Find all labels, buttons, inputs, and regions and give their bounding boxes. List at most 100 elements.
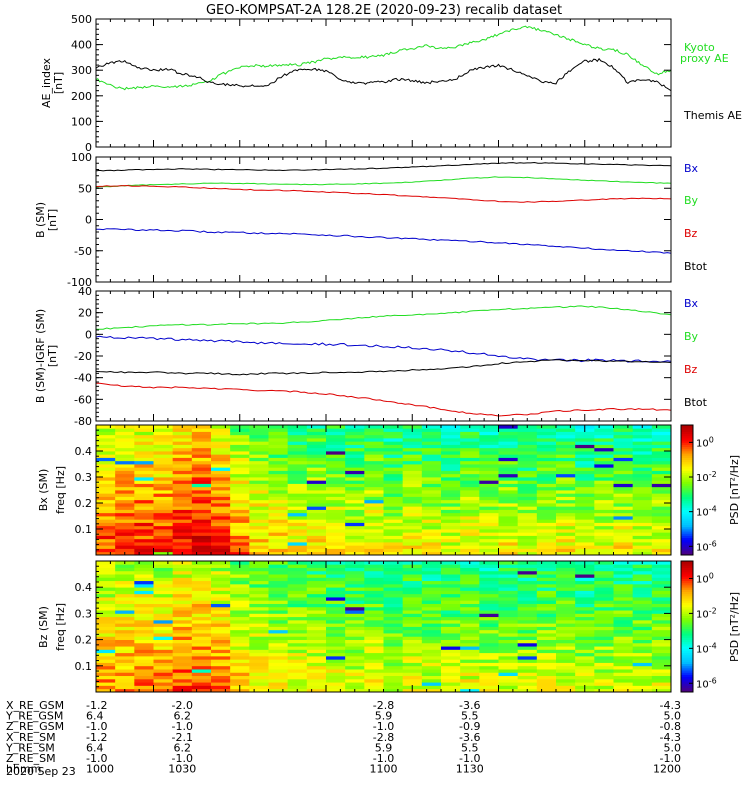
bx-spec-cell — [479, 512, 499, 517]
bx-spec-cell — [556, 509, 576, 514]
bx-spec-cell — [134, 457, 154, 462]
bx-spec-cell — [249, 519, 269, 523]
bz-spec-cell — [556, 639, 576, 644]
bx-spec-cell — [498, 529, 519, 533]
bx-spec-cell — [287, 441, 308, 445]
bx-spec-cell — [536, 486, 557, 491]
bx-spec-cell — [517, 516, 538, 520]
bx-spec-cell — [268, 441, 289, 445]
bz-spec-cell — [441, 685, 461, 690]
bz-spec-cell — [287, 600, 308, 604]
bx-spec-cell — [345, 529, 365, 533]
bz-spec-cell — [651, 688, 672, 693]
bz-spec-cell — [402, 610, 423, 614]
bz-spec-cell — [421, 583, 442, 588]
bsm-frame — [95, 156, 672, 283]
bz-spec-colorbar-step — [681, 595, 693, 599]
bz-spec-cell — [402, 665, 423, 670]
bx-spec-colorbar-step — [681, 455, 693, 458]
bz-spec-cell — [460, 570, 480, 575]
bx-spec-cell — [211, 545, 231, 549]
bz-spec-colorbar-step — [681, 659, 693, 662]
bx-spec-cell — [441, 470, 461, 475]
bz-spec-cell — [172, 593, 193, 598]
bx-spec-cell — [364, 503, 384, 507]
bx-spec-cell — [115, 483, 135, 488]
bz-spec-cell — [115, 616, 135, 621]
bx-spec-cell — [383, 480, 404, 484]
bx-spec-cell — [594, 457, 614, 462]
bz-spec-cell — [402, 646, 423, 650]
bz-spec-cell — [651, 587, 672, 591]
bx-spec-cell — [191, 522, 212, 527]
bz-spec-cell — [326, 610, 346, 614]
bx-spec-cell — [517, 473, 538, 478]
bx-spec-cell — [594, 529, 614, 533]
bz-spec-cell — [268, 606, 289, 611]
bx-spec-cell — [172, 529, 193, 533]
bz-spec-cell — [536, 600, 557, 604]
bz-spec-cell — [575, 587, 595, 591]
bx-spec-cell — [594, 425, 614, 429]
bz-spec-cell — [115, 639, 135, 644]
bz-spec-cell — [536, 652, 557, 657]
bz-spec-cell — [306, 655, 327, 660]
bz-spec-cell — [153, 570, 174, 575]
bz-spec-colorbar-step — [681, 650, 693, 654]
bz-spec-cell — [498, 636, 519, 640]
bx-spec-cell — [191, 428, 212, 432]
bz-spec-cell — [153, 593, 174, 598]
bx-spec-cell — [651, 509, 672, 514]
bx-spec-cell — [517, 444, 538, 449]
bz-spec-cell — [191, 583, 212, 588]
bx-spec-cell — [115, 444, 135, 449]
bx-spec-cell — [613, 542, 634, 546]
bx-spec-cell — [191, 454, 212, 458]
bz-spec-cell — [96, 652, 116, 657]
bz-spec-cell — [268, 662, 289, 667]
bx-spec-cell — [517, 512, 538, 517]
bx-spec-cell — [172, 503, 193, 507]
bx-spec-cell — [268, 542, 289, 546]
bsm-igrf-yunit: [nT] — [46, 345, 59, 367]
ephemeris-value: 1030 — [168, 763, 196, 776]
bz-spec-colorbar-step — [681, 643, 693, 647]
bx-spec-cell — [632, 522, 653, 527]
bz-spec-cell — [326, 597, 346, 601]
bx-spec-cell — [268, 519, 289, 523]
bx-spec-cell — [613, 444, 634, 449]
bx-spec-cell — [96, 525, 116, 530]
bx-spec-cell — [613, 473, 634, 478]
bz-spec-cell — [613, 583, 634, 588]
bz-spec-cell — [211, 623, 231, 627]
bx-spec-cell — [134, 486, 154, 491]
bz-spec-cell — [326, 616, 346, 621]
bz-spec-cell — [345, 623, 365, 627]
bx-spec-cell — [556, 460, 576, 465]
bx-spec-cell — [556, 516, 576, 520]
bz-spec-cell — [172, 623, 193, 627]
bz-spec-cell — [153, 583, 174, 588]
bx-spec-cell — [421, 503, 442, 507]
bx-spec-cell — [268, 499, 289, 504]
bz-spec-cell — [230, 574, 250, 578]
bz-spec-cell — [211, 603, 231, 608]
bx-spec-cell — [191, 486, 212, 491]
bx-spec-cell — [421, 473, 442, 478]
bx-spec-cell — [268, 470, 289, 475]
bx-spec-cell — [556, 480, 576, 484]
bx-spec-cell — [211, 441, 231, 445]
bx-spec-cell — [211, 473, 231, 478]
bz-spec-cell — [383, 593, 404, 598]
bx-spec-cell — [479, 551, 499, 556]
bz-spec-cell — [556, 616, 576, 621]
bz-spec-cell — [153, 639, 174, 644]
bz-spec-cell — [556, 623, 576, 627]
bz-spec-cell — [479, 675, 499, 680]
bx-spec-cell — [191, 460, 212, 465]
bz-spec-cell — [460, 619, 480, 624]
bx-spec-cell — [191, 529, 212, 533]
bx-spec-cell — [211, 467, 231, 471]
bx-spec-cell — [594, 512, 614, 517]
